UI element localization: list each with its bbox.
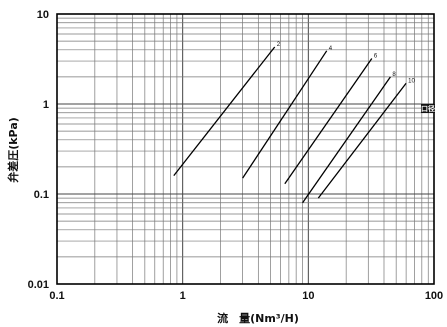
y-tick-label: 0.1 — [34, 189, 49, 201]
x-tick-label: 100 — [425, 290, 443, 302]
x-axis-title: 流 量(Nm³/H) — [217, 311, 299, 325]
series-line-8 — [302, 76, 391, 204]
series-label-2: 2 — [277, 42, 281, 48]
series-line-10 — [317, 82, 407, 199]
y-tick-label: 10 — [37, 9, 49, 21]
x-tick-label: 1 — [180, 290, 186, 302]
grid — [56, 14, 434, 285]
y-tick-label: 1 — [43, 99, 49, 111]
legend-badge-text: 口径 — [421, 104, 435, 113]
series-label-8: 8 — [392, 72, 396, 78]
x-tick-label: 10 — [302, 290, 314, 302]
series-label-4: 4 — [329, 46, 333, 52]
series-line-6 — [284, 58, 373, 185]
y-tick-label: 0.01 — [28, 279, 49, 291]
y-axis-title: 弁差圧(kPa) — [6, 117, 20, 183]
plot-frame — [56, 13, 435, 285]
legend-badge: 口径 — [421, 104, 435, 113]
series-layer: 2 4 6 8 10 — [173, 42, 415, 204]
series-label-6: 6 — [374, 54, 378, 60]
series-label-10: 10 — [408, 78, 415, 84]
series-line-2 — [173, 46, 276, 177]
x-tick-label: 0.1 — [49, 290, 64, 302]
legend-badge-box — [421, 104, 435, 113]
series-line-4 — [242, 50, 328, 179]
